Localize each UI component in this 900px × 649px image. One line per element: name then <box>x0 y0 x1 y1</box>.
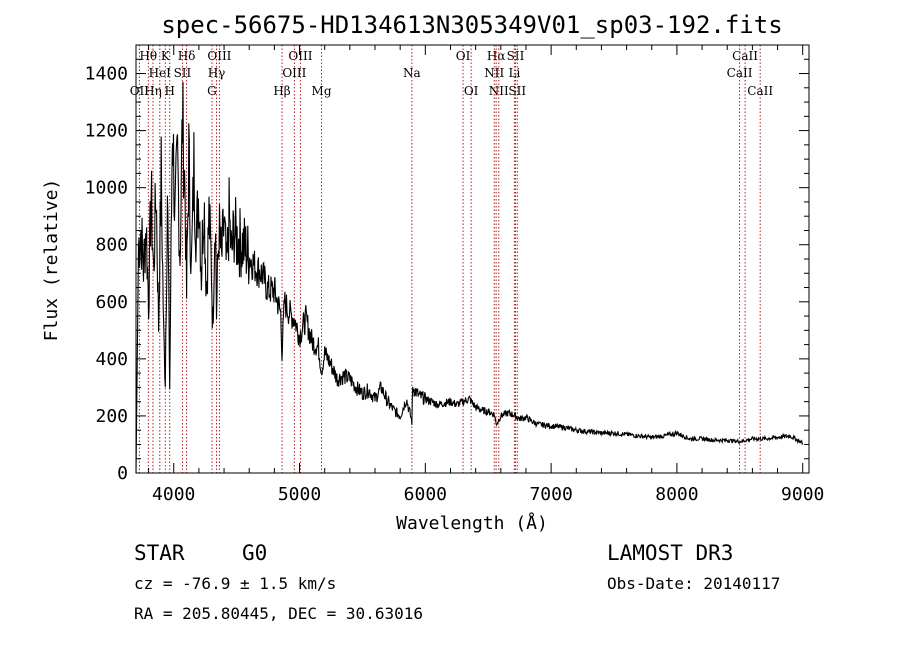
y-axis-label: Flux (relative) <box>41 179 62 342</box>
annotation-label: SII <box>508 84 526 98</box>
x-tick-label: 7000 <box>529 484 572 505</box>
annotation-label: CaII <box>747 84 773 98</box>
observation-date: Obs-Date: 20140117 <box>607 574 781 593</box>
annotation-label: H <box>164 84 174 98</box>
annotation-label: SII <box>507 49 525 63</box>
y-tick-label: 200 <box>95 406 128 427</box>
annotation-label: OI <box>464 84 479 98</box>
object-class: STAR <box>134 541 185 565</box>
annotation-label: CaII <box>732 49 758 63</box>
survey-name: LAMOST DR3 <box>607 541 734 565</box>
y-tick-label: 800 <box>95 235 128 256</box>
data-layer <box>135 81 804 474</box>
annotation-label: NII <box>484 66 504 80</box>
y-tick-label: 1400 <box>85 64 128 85</box>
annotation-label: CaII <box>727 66 753 80</box>
annotation-label: NII <box>489 84 509 98</box>
y-tick-label: 600 <box>95 292 128 313</box>
x-tick-label: 6000 <box>404 484 447 505</box>
annotation-label: OII <box>130 84 150 98</box>
y-tick-label: 1200 <box>85 121 128 142</box>
annotation-label: Na <box>403 66 421 80</box>
y-tick-label: 0 <box>117 463 128 484</box>
annotation-label: Hα <box>487 49 506 63</box>
annotation-label: Mg <box>312 84 332 98</box>
annotation-label: OIII <box>288 49 312 63</box>
annotation-label: K <box>161 49 171 63</box>
y-tick-label: 400 <box>95 349 128 370</box>
ticks-layer: 4000 5000 6000 7000 8000 9000 0 200 400 600 800 100… <box>85 45 824 505</box>
x-tick-label: 8000 <box>655 484 698 505</box>
annotation-label: Hβ <box>273 84 290 98</box>
spectral-subclass: G0 <box>242 541 268 565</box>
annotation-label: Li <box>508 66 520 80</box>
annotation-label: Hη <box>144 84 162 98</box>
x-axis-label: Wavelength (Å) <box>396 512 548 534</box>
spectrum-line <box>135 81 804 474</box>
y-tick-label: 1000 <box>85 178 128 199</box>
sky-coordinates: RA = 205.80445, DEC = 30.63016 <box>134 604 423 623</box>
annotation-label: OIII <box>282 66 306 80</box>
chart-title: spec-56675-HD134613N305349V01_sp03-192.f… <box>161 11 782 39</box>
annotation-label: SII <box>174 66 192 80</box>
annotation-label: G <box>207 84 217 98</box>
x-tick-label: 9000 <box>781 484 824 505</box>
annotation-label: HeI <box>149 66 172 80</box>
redshift-velocity: cz = -76.9 ± 1.5 km/s <box>134 574 337 593</box>
annotation-label: OI <box>456 49 471 63</box>
annotation-label: OIII <box>207 49 231 63</box>
x-tick-label: 5000 <box>278 484 321 505</box>
annotation-label: Hγ <box>208 66 226 80</box>
annotation-label: Hδ <box>178 49 196 63</box>
x-tick-label: 4000 <box>152 484 195 505</box>
annotation-label: Hθ <box>139 49 157 63</box>
